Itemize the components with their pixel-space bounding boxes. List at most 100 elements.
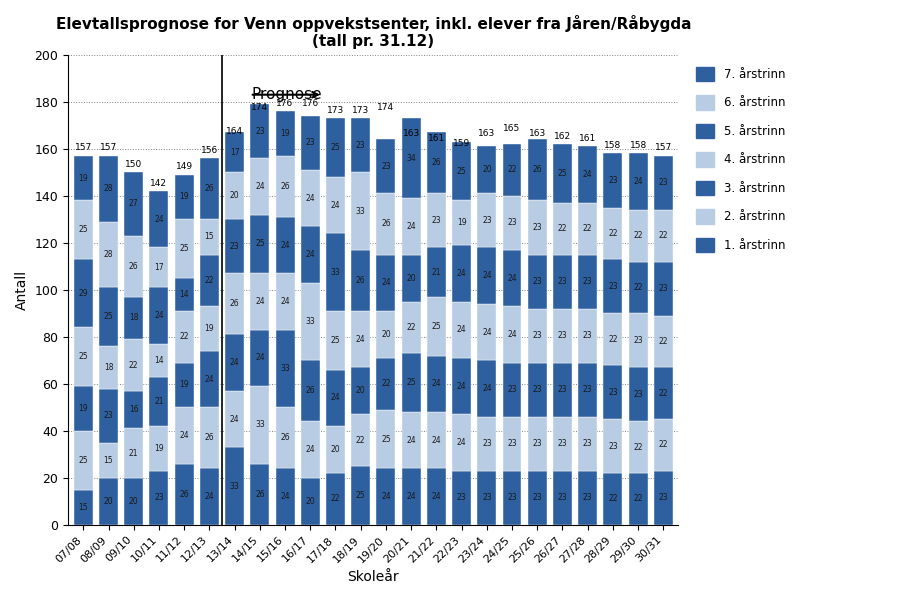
Text: 33: 33 [331, 268, 340, 277]
Text: 23: 23 [558, 277, 568, 286]
Text: 24: 24 [482, 328, 492, 337]
Bar [74, 489, 93, 525]
Text: 23: 23 [658, 494, 668, 503]
Text: 22: 22 [381, 379, 391, 388]
Bar [175, 175, 193, 219]
Text: 19: 19 [79, 174, 88, 183]
Text: 26: 26 [305, 386, 315, 395]
Text: 22: 22 [558, 224, 568, 233]
Text: 25: 25 [79, 352, 88, 361]
Bar [301, 116, 320, 170]
Text: 24: 24 [432, 435, 441, 444]
Text: 26: 26 [204, 433, 215, 443]
Legend: 7. årstrinn, 6. årstrinn, 5. årstrinn, 4. årstrinn, 3. årstrinn, 2. årstrinn, 1.: 7. årstrinn, 6. årstrinn, 5. årstrinn, 4… [691, 60, 791, 258]
Text: 22: 22 [634, 443, 643, 452]
Text: 149: 149 [175, 162, 193, 171]
Text: 19: 19 [180, 380, 189, 389]
Text: 24: 24 [281, 241, 290, 250]
Text: 24: 24 [406, 492, 416, 501]
Bar [351, 367, 370, 415]
Text: 23: 23 [154, 494, 164, 503]
Bar [226, 334, 244, 391]
Text: 24: 24 [406, 222, 416, 231]
Text: 23: 23 [507, 218, 517, 227]
Bar [603, 153, 623, 207]
Bar [427, 412, 446, 468]
Text: 23: 23 [634, 336, 643, 345]
Bar [301, 283, 320, 361]
Bar [402, 468, 421, 525]
Text: 24: 24 [507, 330, 517, 339]
Text: 157: 157 [655, 143, 672, 152]
Text: 24: 24 [255, 182, 265, 191]
Bar [654, 367, 673, 419]
Bar [200, 306, 219, 351]
Bar [74, 386, 93, 431]
Text: 20: 20 [305, 497, 315, 506]
Bar [503, 306, 522, 362]
Text: 23: 23 [507, 439, 517, 448]
Bar [478, 471, 496, 525]
Bar [377, 410, 395, 468]
Text: 25: 25 [406, 378, 416, 387]
Text: 174: 174 [251, 103, 269, 113]
Text: 24: 24 [204, 492, 215, 501]
Text: 28: 28 [104, 250, 114, 259]
Text: 23: 23 [558, 331, 568, 340]
Text: 23: 23 [583, 385, 592, 394]
Text: 28: 28 [104, 184, 114, 193]
Bar [579, 255, 597, 308]
Bar [125, 236, 143, 297]
Text: 25: 25 [331, 143, 340, 152]
Text: 15: 15 [79, 503, 88, 512]
Text: 19: 19 [457, 218, 467, 227]
Bar [250, 273, 270, 330]
Bar [149, 426, 169, 471]
Bar [503, 250, 522, 306]
Bar [99, 288, 118, 346]
Text: 23: 23 [558, 494, 568, 503]
Bar [402, 412, 421, 468]
Text: 161: 161 [579, 134, 596, 143]
Bar [351, 118, 370, 173]
Bar [326, 473, 345, 525]
Bar [478, 417, 496, 471]
Text: 26: 26 [129, 262, 138, 271]
Bar [377, 140, 395, 193]
Text: 22: 22 [608, 335, 618, 344]
Bar [579, 362, 597, 417]
Bar [175, 278, 193, 311]
Text: 14: 14 [180, 290, 189, 299]
Text: 24: 24 [381, 492, 391, 501]
Text: 163: 163 [478, 129, 495, 138]
Text: 24: 24 [154, 311, 164, 320]
Bar [452, 471, 471, 525]
Text: 23: 23 [533, 223, 542, 232]
Bar [427, 132, 446, 193]
Bar [175, 407, 193, 464]
Bar [326, 370, 345, 426]
Bar [276, 273, 294, 330]
Text: 23: 23 [533, 439, 542, 448]
Bar [629, 473, 647, 525]
Bar [579, 308, 597, 362]
Text: 33: 33 [281, 364, 290, 373]
Text: 23: 23 [104, 411, 114, 420]
Text: 15: 15 [204, 232, 215, 241]
Text: 24: 24 [255, 297, 265, 306]
Text: 26: 26 [381, 219, 391, 228]
Text: 33: 33 [356, 207, 366, 216]
Bar [377, 358, 395, 410]
Bar [528, 255, 547, 308]
Bar [125, 391, 143, 428]
Bar [478, 361, 496, 417]
Bar [427, 356, 446, 412]
Bar [478, 304, 496, 361]
Text: 23: 23 [255, 126, 265, 135]
Bar [326, 311, 345, 370]
Bar [200, 158, 219, 219]
Bar [478, 146, 496, 193]
Bar [175, 362, 193, 407]
Text: 20: 20 [331, 445, 340, 454]
Bar [250, 386, 270, 464]
